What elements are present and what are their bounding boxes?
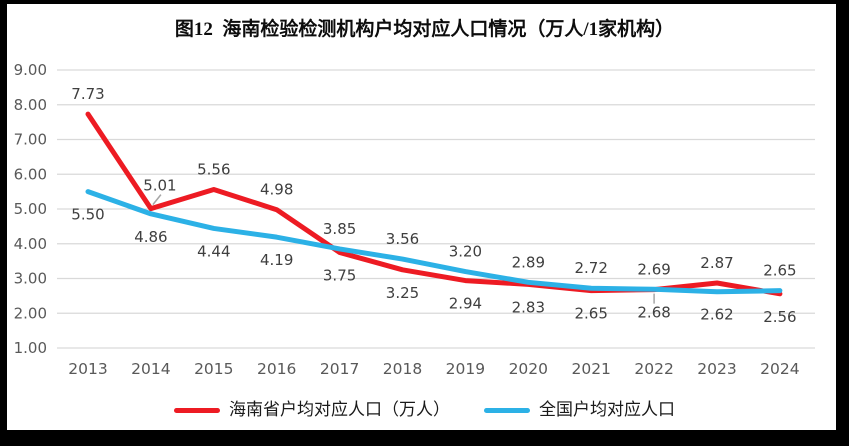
legend-item-national: 全国户均对应人口	[484, 399, 675, 420]
y-tick-label: 4.00	[14, 235, 47, 253]
data-label: 4.98	[260, 181, 293, 199]
y-tick-label: 1.00	[14, 339, 47, 357]
y-tick-label: 5.00	[14, 200, 47, 218]
frame-border-right	[836, 0, 849, 446]
legend-swatch-red-line	[174, 407, 220, 413]
y-tick-label: 6.00	[14, 165, 47, 183]
legend-item-hainan: 海南省户均对应人口（万人）	[174, 399, 450, 420]
data-label: 2.65	[763, 262, 796, 280]
data-label: 7.73	[71, 85, 104, 103]
x-tick-label: 2016	[257, 360, 296, 378]
data-label: 4.44	[197, 242, 230, 260]
data-label: 2.87	[700, 254, 733, 272]
x-tick-label: 2019	[446, 360, 485, 378]
y-tick-label: 8.00	[14, 96, 47, 114]
data-label: 2.62	[700, 306, 733, 324]
legend-swatch-blue-line	[484, 407, 530, 413]
data-label: 2.94	[449, 295, 482, 313]
data-label: 4.86	[134, 228, 167, 246]
x-tick-label: 2021	[571, 360, 610, 378]
x-tick-label: 2024	[760, 360, 799, 378]
x-tick-label: 2018	[383, 360, 422, 378]
legend-label-national: 全国户均对应人口	[539, 399, 675, 420]
data-label: 2.72	[574, 259, 607, 277]
leader-line	[152, 194, 162, 206]
data-label: 3.25	[386, 284, 419, 302]
series-line-1	[85, 189, 783, 295]
data-label: 3.20	[449, 243, 482, 261]
data-label: 2.65	[574, 305, 607, 323]
x-tick-label: 2022	[634, 360, 673, 378]
x-tick-label: 2023	[697, 360, 736, 378]
data-label: 2.56	[763, 308, 796, 326]
data-label: 5.50	[71, 206, 104, 224]
x-tick-label: 2015	[194, 360, 233, 378]
data-label: 5.56	[197, 161, 230, 179]
y-tick-label: 3.00	[14, 270, 47, 288]
data-label: 2.68	[637, 304, 670, 322]
data-label: 3.75	[323, 266, 356, 284]
y-tick-label: 7.00	[14, 131, 47, 149]
data-label: 5.01	[143, 177, 176, 195]
frame-border-bottom	[0, 430, 849, 446]
y-tick-label: 2.00	[14, 304, 47, 322]
data-label: 3.56	[386, 230, 419, 248]
x-tick-label: 2013	[68, 360, 107, 378]
x-tick-label: 2017	[320, 360, 359, 378]
chart-legend: 海南省户均对应人口（万人） 全国户均对应人口	[0, 398, 849, 422]
frame-border-top	[0, 0, 849, 4]
data-label: 2.83	[512, 298, 545, 316]
frame-border-left	[0, 0, 7, 446]
data-label: 2.69	[637, 260, 670, 278]
data-label: 4.19	[260, 251, 293, 269]
y-tick-label: 9.00	[14, 61, 47, 79]
data-label: 2.89	[512, 253, 545, 271]
data-label: 3.85	[323, 220, 356, 238]
x-tick-label: 2020	[509, 360, 548, 378]
legend-label-hainan: 海南省户均对应人口（万人）	[229, 399, 450, 420]
chart-title: 图12 海南检验检测机构户均对应人口情况（万人/1家机构）	[174, 19, 675, 40]
x-tick-label: 2014	[131, 360, 170, 378]
